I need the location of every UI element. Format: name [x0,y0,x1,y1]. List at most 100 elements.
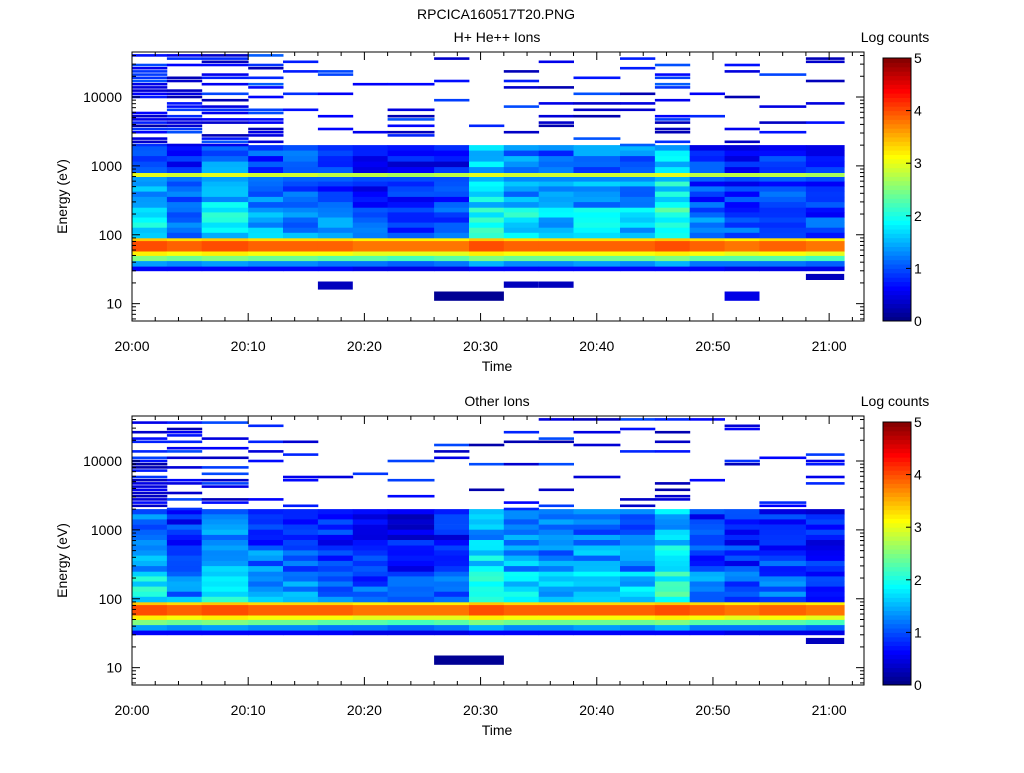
heat-cell [805,232,845,239]
heat-cell [132,571,168,577]
heat-cell [387,167,435,173]
heat-cell [620,504,656,508]
heat-cell [352,212,389,218]
heat-cell [248,266,284,272]
heat-cell [724,566,760,572]
colorbar-swatch [883,281,911,287]
heat-cell [469,545,505,551]
heat-cell [724,260,760,267]
heat-cell [166,57,203,60]
heat-cell [283,630,319,636]
heat-cell [248,251,284,256]
heat-cell [166,127,203,131]
heat-cell [654,186,691,192]
heat-cell [503,176,540,182]
heat-cell [132,440,168,444]
heat-cell [352,251,389,256]
heat-cell [620,232,656,239]
heat-cell [201,630,249,636]
heat-cell [201,586,249,593]
heat-cell [317,615,354,620]
heat-cell [387,251,435,256]
heat-cell [248,581,284,587]
heat-cell [387,566,435,572]
colorbar-tick-label: 1 [914,260,922,276]
heat-cell [620,156,656,162]
heat-cell [538,196,574,203]
heat-cell [620,581,656,587]
heat-cell [434,555,470,562]
colorbar-swatch [883,487,911,493]
heat-cell [317,217,354,223]
heat-cell [538,596,574,603]
heat-cell [201,105,249,108]
heat-cell [759,161,807,168]
heat-cell [620,624,656,631]
heat-cell [283,172,319,177]
heat-cell [805,202,845,208]
heat-cell [573,251,621,256]
heat-cell [166,555,203,562]
spectrogram-panel: 20:00 20:10 20:20 20:30 20:40 20:50 21:0010100… [54,29,929,374]
heat-cell [352,191,389,198]
heat-cell [201,121,249,124]
heat-cell [166,227,203,234]
heat-cell [724,232,760,239]
heat-cell [654,130,691,134]
heat-cell [132,92,168,96]
heat-cell [352,545,389,551]
heat-cell [759,167,807,173]
heat-cell [201,540,249,546]
heat-cell [166,509,203,515]
heat-cell [759,181,807,187]
heat-cell [805,102,845,105]
heat-cell [248,560,284,567]
heat-cell [387,114,435,118]
colorbar-swatch [883,176,911,182]
heat-cell [759,571,807,577]
heat-cell [201,140,249,144]
colorbar-tick-label: 0 [914,313,922,329]
heat-cell [805,212,845,218]
heat-cell [724,227,760,234]
heat-cell [654,524,691,531]
heat-cell [387,615,435,620]
heat-cell [283,624,319,631]
colorbar-swatch [883,189,911,195]
colorbar-swatch [883,636,911,642]
heat-cell [201,217,249,223]
colorbar-swatch [883,623,911,629]
heat-cell [166,450,203,453]
heat-cell [620,619,656,626]
heat-cell [503,624,540,631]
heat-cell [805,581,845,587]
heat-cell [654,450,691,453]
heat-cell [166,176,203,182]
heat-cell [654,440,691,444]
heat-cell [654,237,691,242]
heat-cell [434,79,470,83]
heat-cell [620,108,656,112]
heat-cell [469,624,505,631]
heat-cell [166,434,203,437]
heat-cell [469,604,505,616]
heat-cell [132,462,168,466]
heat-cell [248,529,284,536]
heat-cell [132,491,168,495]
heat-cell [724,156,760,162]
heat-cell [654,181,691,187]
heat-cell [201,237,249,242]
heat-cell [689,514,725,520]
colorbar-swatch [883,79,911,85]
heat-cell [283,181,319,187]
heat-cell [434,529,470,536]
heat-cell [620,240,656,252]
heat-cell [283,596,319,603]
heat-cell [283,591,319,598]
heat-cell [352,240,389,252]
heat-cell [503,86,540,89]
heat-cell [166,79,203,83]
heat-cell [724,291,760,301]
heat-cell [469,227,505,234]
heat-cell [724,630,760,636]
